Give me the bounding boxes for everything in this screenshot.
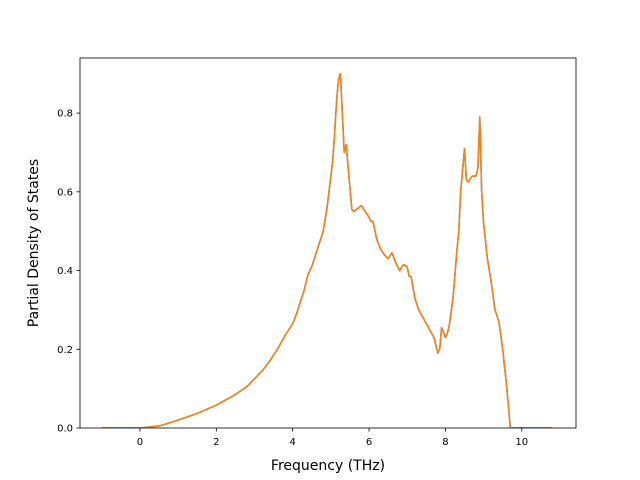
axes-frame — [79, 57, 577, 429]
x-tick-label: 4 — [289, 437, 295, 448]
y-axis-title: Partial Density of States — [26, 159, 42, 327]
x-axis: 0 2 4 6 8 10 — [137, 428, 528, 448]
y-tick-label: 0.8 — [57, 109, 73, 120]
y-tick-label: 0.4 — [57, 266, 73, 277]
series-group — [101, 72, 553, 428]
y-tick-label: 0.6 — [57, 187, 73, 198]
x-axis-title: Frequency (THz) — [271, 458, 385, 474]
x-tick-label: 2 — [213, 437, 219, 448]
x-tick-label: 6 — [366, 437, 372, 448]
y-tick-label: 0.0 — [57, 424, 73, 435]
x-tick-label: 8 — [442, 437, 448, 448]
x-tick-label: 0 — [137, 437, 143, 448]
series-line-2 — [101, 72, 553, 428]
y-tick-label: 0.2 — [57, 345, 73, 356]
y-axis: 0.0 0.2 0.4 0.6 0.8 — [57, 109, 80, 435]
x-tick-label: 10 — [515, 437, 528, 448]
